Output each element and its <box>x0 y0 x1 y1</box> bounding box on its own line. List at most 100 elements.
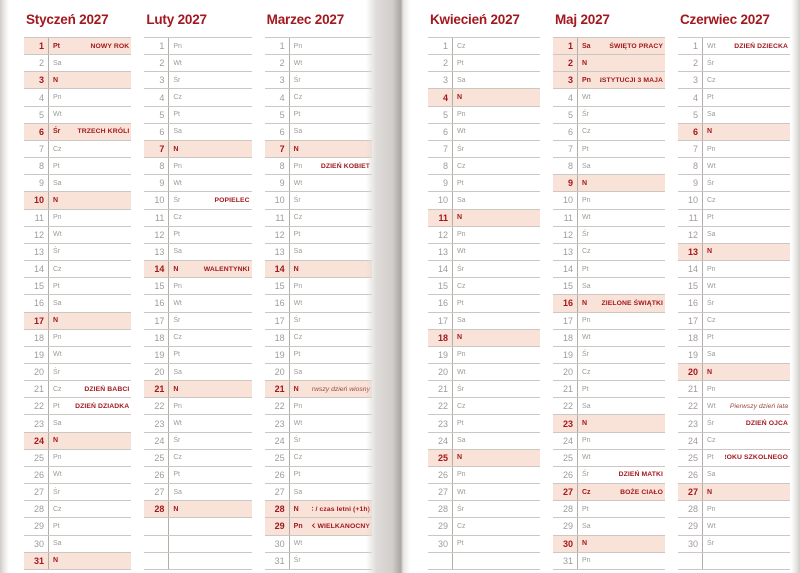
day-of-week-abbrev: Wt <box>702 38 725 55</box>
day-of-week-abbrev: N <box>48 312 71 329</box>
day-number: 5 <box>567 109 573 120</box>
holiday-label <box>312 192 372 208</box>
day-number: 27 <box>437 487 448 498</box>
day-of-week-abbrev: Pn <box>168 38 191 55</box>
day-row: 26 Sa <box>678 466 790 485</box>
holiday-label <box>312 107 372 123</box>
day-of-week-abbrev: Pn <box>288 398 312 415</box>
holiday-label <box>312 415 372 431</box>
day-of-week-abbrev: Sa <box>48 415 71 432</box>
day-of-week-abbrev: Śr <box>452 501 475 518</box>
day-number: 5 <box>38 109 44 120</box>
day-row: 1 Cz <box>428 38 540 56</box>
day-number: 2 <box>159 58 165 69</box>
day-row: 6 Wt <box>428 123 540 141</box>
day-row: 30 Śr <box>678 535 790 553</box>
day-row: 1 Wt DZIEŃ DZIECKA <box>678 38 790 56</box>
day-row: 8 Pn DZIEŃ KOBIET <box>264 158 372 176</box>
day-of-week-abbrev: Sa <box>452 432 475 449</box>
day-number: 24 <box>274 435 285 446</box>
day-of-week-abbrev: N <box>48 192 71 209</box>
day-number: 20 <box>687 367 698 378</box>
day-of-week-abbrev: Wt <box>452 363 475 381</box>
day-of-week-abbrev: Wt <box>288 175 312 192</box>
day-of-week-abbrev: Sa <box>48 55 71 72</box>
holiday-label <box>725 261 790 277</box>
month-title: Czerwiec 2027 <box>680 12 770 27</box>
day-number: 7 <box>38 144 44 155</box>
day-number: 5 <box>159 109 165 120</box>
day-number: 9 <box>567 178 573 189</box>
day-of-week-abbrev: N <box>452 209 475 226</box>
day-of-week-abbrev: Pn <box>168 398 191 415</box>
day-number: 22 <box>562 401 573 412</box>
day-number: 24 <box>154 435 165 446</box>
day-row: 25 Cz <box>144 449 252 467</box>
empty-dow-cell <box>168 535 191 552</box>
holiday-label <box>71 72 131 88</box>
day-row: 31 N <box>24 552 132 570</box>
holiday-label <box>725 347 790 363</box>
day-row: 13 Cz <box>553 243 665 262</box>
holiday-label <box>71 347 131 363</box>
holiday-label <box>191 244 251 260</box>
day-of-week-abbrev: Sa <box>168 363 191 381</box>
day-of-week-abbrev: Pt <box>168 226 191 243</box>
day-of-week-abbrev: N <box>48 432 71 449</box>
day-number: 30 <box>687 538 698 549</box>
holiday-label <box>312 330 372 346</box>
day-number: 24 <box>562 435 573 446</box>
holiday-label <box>71 553 131 569</box>
day-of-week-abbrev: Pn <box>577 72 600 89</box>
day-of-week-abbrev: Pt <box>288 106 312 123</box>
holiday-label <box>600 398 665 414</box>
day-of-week-abbrev: Pt <box>168 106 191 123</box>
day-row: 29 Cz <box>428 518 540 536</box>
holiday-label <box>475 72 540 88</box>
holiday-label <box>475 227 540 243</box>
day-row: 13 Sa <box>144 243 252 262</box>
holiday-label <box>312 175 372 191</box>
holiday-label <box>71 244 131 260</box>
holiday-label <box>71 450 131 466</box>
page-right: Kwiecień 2027 1 Cz 2 Pt 3 Sa 4 N 5 Pn 6 Wt 7 Śr 8 Cz 9 Pt 1… <box>406 0 800 573</box>
day-row: 17 Pn <box>553 312 665 330</box>
holiday-label <box>191 484 251 500</box>
day-of-week-abbrev: Cz <box>168 329 191 346</box>
holiday-label <box>312 467 372 483</box>
day-row: 24 Cz <box>678 432 790 450</box>
day-row: 26 Wt <box>24 466 132 485</box>
day-of-week-abbrev: N <box>577 175 600 192</box>
empty-number-cell <box>144 536 168 552</box>
day-number: 25 <box>33 452 44 463</box>
day-of-week-abbrev: Cz <box>168 209 191 226</box>
day-number: 27 <box>562 487 573 498</box>
day-row: 19 Pt <box>144 346 252 364</box>
page-left-columns: Styczeń 2027 1 Pt NOWY ROK 2 Sa 3 N 4 Pn 5 Wt 6 Śr TRZ… <box>24 12 372 570</box>
month-column-3: Marzec 2027 1 Pn 2 Wt 3 Śr 4 Cz 5 Pt 6 Sa 7 N 8 Pn DZIEŃ … <box>264 12 372 570</box>
day-of-week-abbrev: N <box>702 243 725 261</box>
day-of-week-abbrev: Sa <box>577 398 600 415</box>
day-row: 9 Wt <box>144 175 252 193</box>
day-number: 2 <box>279 58 285 69</box>
day-of-week-abbrev: N <box>168 501 191 518</box>
day-of-week-abbrev: Sa <box>168 123 191 140</box>
day-row: 5 Pt <box>144 106 252 124</box>
holiday-label <box>191 450 251 466</box>
day-of-week-abbrev: Pt <box>577 140 600 158</box>
day-number: 26 <box>154 469 165 480</box>
day-number: 10 <box>562 195 573 206</box>
holiday-label <box>312 124 372 140</box>
day-number: 7 <box>442 144 448 155</box>
day-of-week-abbrev: Śr <box>452 140 475 158</box>
day-number: 6 <box>442 126 448 137</box>
day-row: 25 Wt <box>553 449 665 467</box>
day-number: 27 <box>687 487 698 498</box>
holiday-label <box>312 553 372 569</box>
holiday-label <box>312 433 372 449</box>
day-of-week-abbrev: Cz <box>577 363 600 381</box>
holiday-label <box>71 227 131 243</box>
empty-label-cell <box>191 518 251 534</box>
holiday-label <box>475 192 540 208</box>
holiday-label: ŚWIĘTO PRACY <box>609 42 663 50</box>
